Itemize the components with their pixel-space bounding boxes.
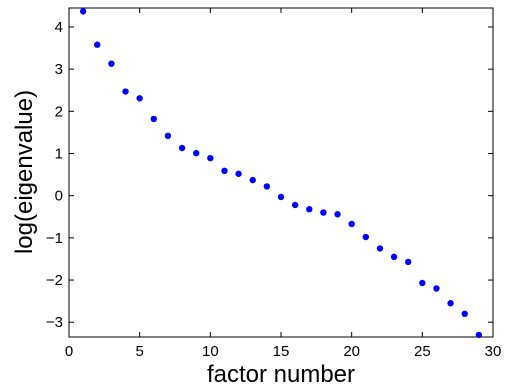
x-tick-label: 0 xyxy=(65,343,73,360)
y-tick-label: −3 xyxy=(46,314,63,331)
data-point xyxy=(348,220,355,228)
data-point xyxy=(405,258,412,266)
x-tick-label: 20 xyxy=(343,343,360,360)
data-point xyxy=(136,95,143,102)
data-point xyxy=(249,176,256,184)
data-point xyxy=(122,88,129,95)
data-point xyxy=(390,253,398,261)
data-point xyxy=(94,41,101,48)
x-tick-label: 15 xyxy=(273,343,290,360)
data-point xyxy=(376,245,384,252)
data-point xyxy=(108,60,115,67)
data-point xyxy=(178,144,186,152)
x-tick-label: 25 xyxy=(414,343,431,360)
data-point xyxy=(419,279,426,287)
data-point xyxy=(221,167,228,175)
data-points xyxy=(79,8,483,339)
plot-area xyxy=(68,7,494,338)
data-point xyxy=(79,8,87,15)
data-point xyxy=(461,310,468,318)
data-point xyxy=(320,209,327,216)
data-point xyxy=(235,170,242,177)
x-axis-label: factor number xyxy=(207,361,355,385)
axis-ticks: 0 5 10 15 20 25 30 −3 −2 −1 0 1 2 3 4 xyxy=(46,8,501,360)
data-point xyxy=(150,115,157,123)
data-point xyxy=(362,233,369,241)
data-point xyxy=(306,205,313,213)
data-point xyxy=(447,300,454,307)
y-axis-label: log(eigenvalue) xyxy=(11,90,38,254)
x-tick-label: 30 xyxy=(485,343,502,360)
y-tick-label: 1 xyxy=(55,146,63,163)
data-point xyxy=(475,331,483,339)
y-tick-label: −2 xyxy=(46,272,63,289)
data-point xyxy=(263,183,271,190)
y-tick-label: 2 xyxy=(55,103,63,120)
x-tick-label: 10 xyxy=(202,343,219,360)
data-point xyxy=(193,149,200,157)
y-tick-label: 4 xyxy=(55,19,63,36)
y-tick-label: −1 xyxy=(46,230,63,247)
data-point xyxy=(277,193,285,201)
y-tick-label: 0 xyxy=(55,188,63,205)
data-point xyxy=(291,201,299,209)
y-tick-label: 3 xyxy=(55,61,63,78)
data-point xyxy=(334,211,341,218)
x-tick-label: 5 xyxy=(135,343,143,360)
data-point xyxy=(207,154,214,162)
data-point xyxy=(164,132,172,140)
data-point xyxy=(433,285,440,292)
